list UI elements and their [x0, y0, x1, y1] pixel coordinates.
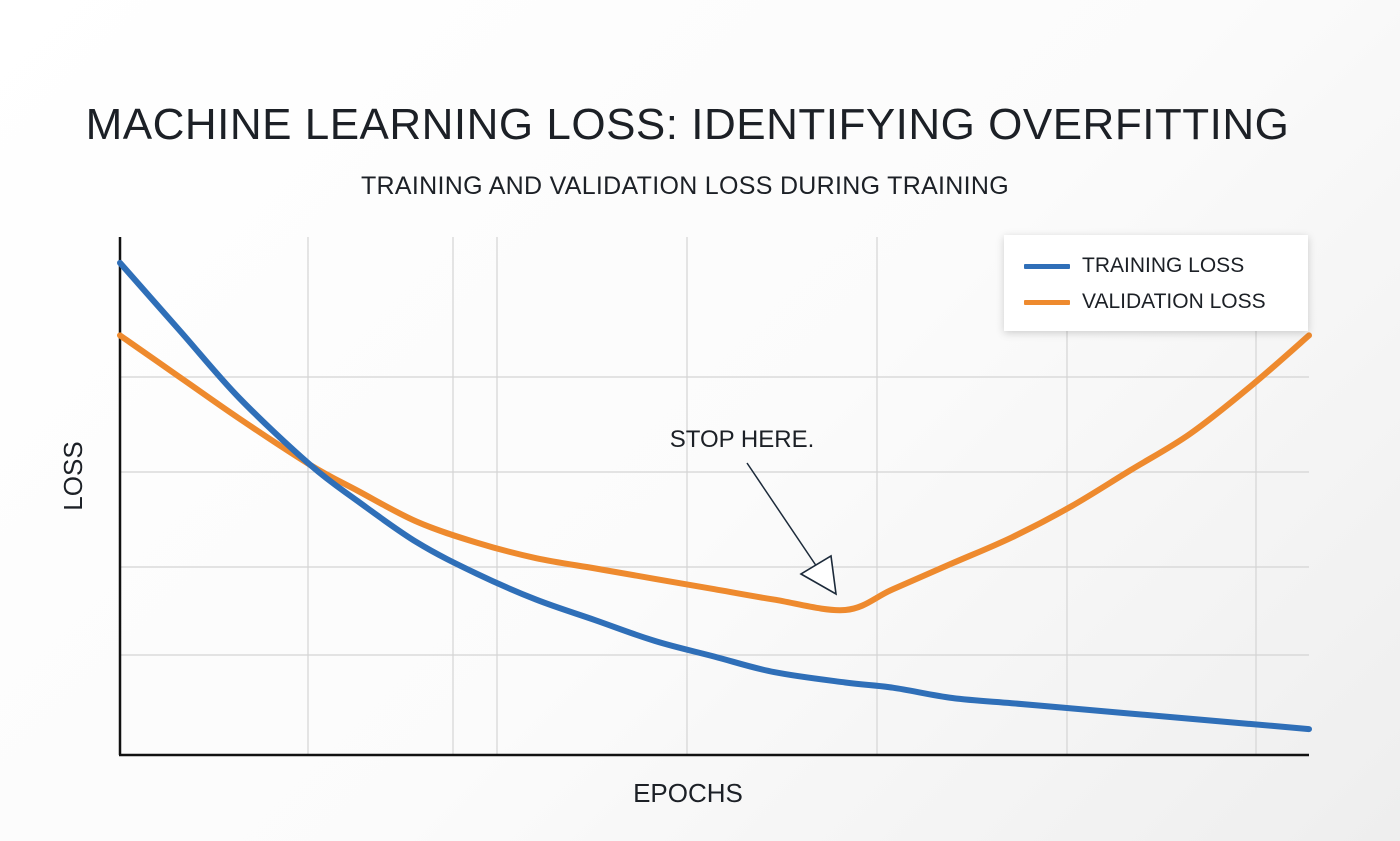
series-layer [117, 259, 1312, 733]
legend: TRAINING LOSS VALIDATION LOSS [1004, 235, 1308, 331]
chart-subtitle: TRAINING AND VALIDATION LOSS DURING TRAI… [360, 172, 1009, 200]
legend-label-training: TRAINING LOSS [1082, 254, 1245, 277]
annotation-arrow-shaft [746, 462, 818, 568]
axes [118, 237, 1309, 757]
annotation-stop-here: STOP HERE. [670, 426, 815, 453]
y-axis-label: LOSS [58, 441, 88, 510]
legend-item-validation: VALIDATION LOSS [1024, 287, 1266, 317]
annotation-layer: STOP HERE. [670, 426, 838, 596]
annotation-arrowhead [799, 554, 838, 596]
chart-title: MACHINE LEARNING LOSS: IDENTIFYING OVERF… [85, 100, 1290, 149]
legend-swatch-training [1024, 263, 1070, 269]
training-loss-line [117, 259, 1312, 733]
legend-label-validation: VALIDATION LOSS [1082, 290, 1266, 313]
legend-swatch-validation [1024, 299, 1070, 305]
x-axis-label: EPOCHS [633, 778, 743, 808]
legend-item-training: TRAINING LOSS [1024, 251, 1244, 281]
